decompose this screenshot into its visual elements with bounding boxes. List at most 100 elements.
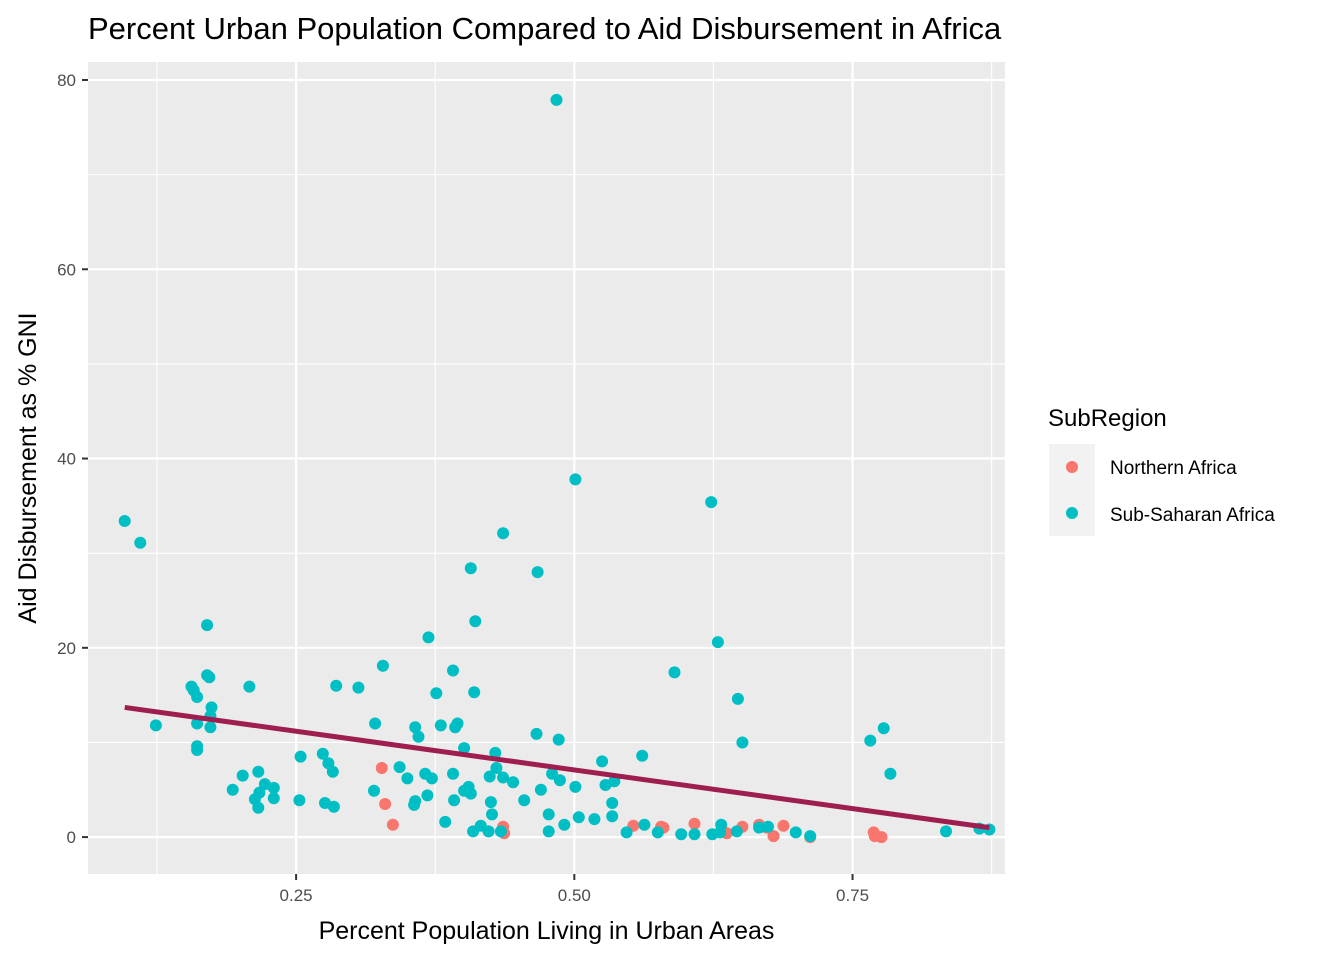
- point-sub-saharan-africa: [606, 810, 619, 823]
- point-sub-saharan-africa: [294, 750, 307, 763]
- point-sub-saharan-africa: [531, 566, 544, 579]
- point-sub-saharan-africa: [542, 825, 555, 838]
- point-sub-saharan-africa: [293, 794, 306, 807]
- point-sub-saharan-africa: [490, 762, 503, 774]
- y-axis-ticks: 0 20 40 60 80: [57, 71, 88, 847]
- point-sub-saharan-africa: [458, 742, 471, 755]
- point-sub-saharan-africa: [596, 755, 609, 768]
- point-sub-saharan-africa: [376, 659, 389, 672]
- point-sub-saharan-africa: [482, 825, 495, 838]
- point-sub-saharan-africa: [464, 787, 477, 800]
- point-sub-saharan-africa: [326, 765, 339, 778]
- point-sub-saharan-africa: [203, 671, 216, 684]
- point-sub-saharan-africa: [730, 825, 743, 838]
- point-sub-saharan-africa: [447, 767, 459, 780]
- legend-label-northern-africa: Northern Africa: [1110, 458, 1237, 479]
- plot-panel: [88, 62, 1005, 874]
- point-sub-saharan-africa: [421, 789, 434, 802]
- point-northern-africa: [375, 762, 388, 774]
- point-sub-saharan-africa: [534, 783, 547, 796]
- point-sub-saharan-africa: [705, 496, 718, 509]
- point-sub-saharan-africa: [352, 681, 365, 694]
- point-sub-saharan-africa: [201, 619, 214, 632]
- point-sub-saharan-africa: [636, 749, 649, 762]
- point-sub-saharan-africa: [134, 536, 147, 549]
- point-sub-saharan-africa: [572, 811, 585, 824]
- point-sub-saharan-africa: [569, 780, 582, 793]
- legend-key-sub-saharan-africa: [1066, 507, 1078, 519]
- point-sub-saharan-africa: [688, 828, 701, 841]
- point-sub-saharan-africa: [486, 808, 498, 821]
- point-sub-saharan-africa: [236, 769, 249, 782]
- point-sub-saharan-africa: [497, 771, 510, 784]
- point-sub-saharan-africa: [191, 744, 204, 756]
- point-sub-saharan-africa: [483, 770, 496, 783]
- y-tick-label: 0: [67, 828, 76, 847]
- point-sub-saharan-africa: [940, 825, 952, 838]
- point-sub-saharan-africa: [530, 727, 543, 740]
- point-sub-saharan-africa: [484, 796, 497, 809]
- point-sub-saharan-africa: [253, 786, 266, 799]
- chart-title: Percent Urban Population Compared to Aid…: [88, 11, 1002, 46]
- point-sub-saharan-africa: [620, 826, 633, 839]
- point-sub-saharan-africa: [638, 818, 651, 831]
- x-axis-title: Percent Population Living in Urban Areas: [319, 917, 775, 945]
- point-sub-saharan-africa: [204, 721, 217, 734]
- point-sub-saharan-africa: [267, 792, 280, 805]
- point-sub-saharan-africa: [494, 825, 507, 838]
- point-sub-saharan-africa: [569, 473, 582, 486]
- legend-label-sub-saharan-africa: Sub-Saharan Africa: [1110, 505, 1275, 526]
- point-sub-saharan-africa: [588, 813, 601, 826]
- point-northern-africa: [386, 818, 399, 831]
- y-tick-label: 80: [57, 71, 76, 90]
- point-sub-saharan-africa: [412, 730, 425, 743]
- grid-major: [88, 62, 1005, 874]
- point-sub-saharan-africa: [464, 562, 477, 575]
- y-tick-label: 20: [57, 639, 76, 658]
- point-sub-saharan-africa: [118, 515, 131, 527]
- point-sub-saharan-africa: [518, 794, 531, 807]
- point-sub-saharan-africa: [546, 767, 559, 780]
- legend: SubRegion Northern Africa Sub-Saharan Af…: [1048, 405, 1275, 536]
- point-sub-saharan-africa: [497, 527, 510, 540]
- point-sub-saharan-africa: [447, 664, 459, 677]
- point-sub-saharan-africa: [425, 772, 438, 785]
- point-sub-saharan-africa: [731, 692, 744, 705]
- point-sub-saharan-africa: [468, 686, 481, 699]
- point-sub-saharan-africa: [448, 794, 461, 807]
- legend-title: SubRegion: [1048, 405, 1167, 432]
- point-sub-saharan-africa: [191, 691, 204, 703]
- point-sub-saharan-africa: [558, 818, 571, 831]
- point-sub-saharan-africa: [553, 774, 566, 787]
- point-sub-saharan-africa: [439, 815, 452, 828]
- point-sub-saharan-africa: [330, 679, 343, 692]
- point-northern-africa: [777, 819, 790, 832]
- point-sub-saharan-africa: [668, 666, 681, 679]
- point-sub-saharan-africa: [762, 820, 774, 833]
- point-sub-saharan-africa: [401, 772, 414, 785]
- point-sub-saharan-africa: [804, 830, 817, 843]
- point-sub-saharan-africa: [226, 783, 239, 796]
- data-points: [118, 93, 996, 844]
- point-sub-saharan-africa: [753, 821, 766, 834]
- point-sub-saharan-africa: [149, 719, 162, 732]
- x-tick-label: 0.50: [558, 886, 591, 905]
- point-northern-africa: [767, 830, 780, 843]
- x-axis-ticks: 0.25 0.50 0.75: [280, 874, 869, 905]
- point-sub-saharan-africa: [327, 800, 340, 813]
- point-sub-saharan-africa: [864, 734, 877, 747]
- point-sub-saharan-africa: [430, 687, 443, 700]
- point-sub-saharan-africa: [552, 733, 565, 746]
- point-sub-saharan-africa: [789, 826, 802, 839]
- point-sub-saharan-africa: [267, 781, 280, 794]
- point-sub-saharan-africa: [675, 828, 688, 841]
- legend-key-northern-africa: [1066, 461, 1078, 473]
- point-sub-saharan-africa: [606, 797, 619, 809]
- point-sub-saharan-africa: [550, 93, 563, 106]
- point-sub-saharan-africa: [205, 701, 218, 714]
- point-northern-africa: [688, 817, 701, 830]
- point-northern-africa: [379, 798, 392, 810]
- point-sub-saharan-africa: [252, 765, 265, 778]
- point-sub-saharan-africa: [422, 631, 435, 644]
